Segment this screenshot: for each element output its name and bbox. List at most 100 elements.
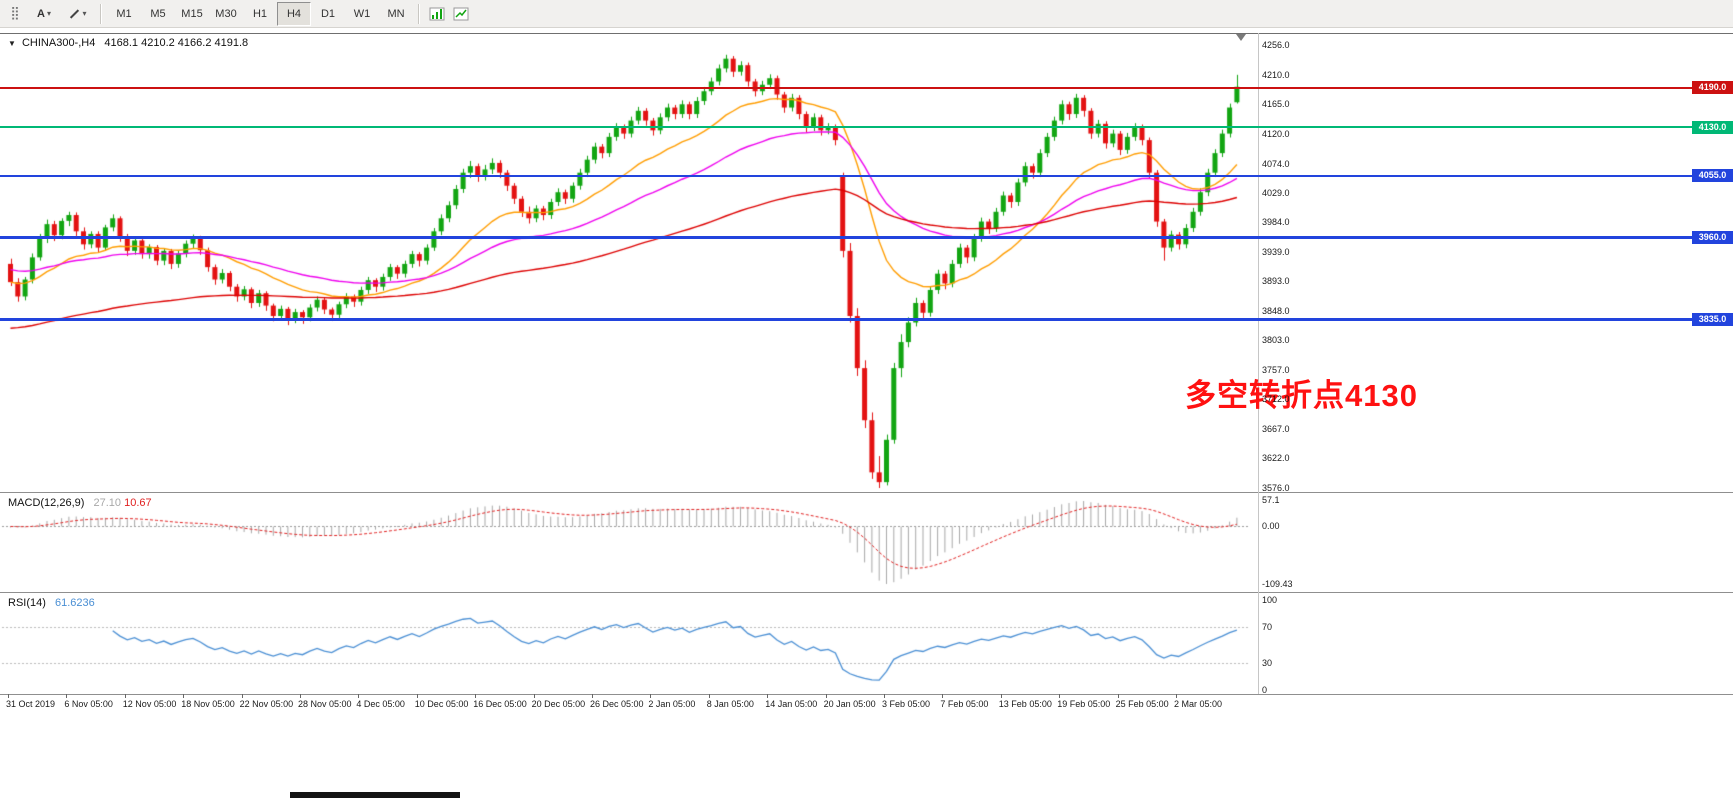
symbol-label: CHINA300-,H4 <box>21 37 96 49</box>
price-axis-tick: 4165.0 <box>1262 99 1290 110</box>
time-axis-tick <box>767 694 769 698</box>
time-axis-label: 22 Nov 05:00 <box>239 699 294 709</box>
toolbar: ⣿ A ▾ ▾ M1 M5 M15 M30 H1 H4 D1 W1 MN <box>0 0 1733 28</box>
timeframe-button-W1[interactable]: W1 <box>353 7 371 20</box>
price-axis-tick: 3803.0 <box>1262 335 1290 346</box>
mini-chart-icon-2[interactable] <box>449 3 473 25</box>
chevron-down-icon: ▾ <box>46 9 51 18</box>
time-axis-tick <box>300 694 301 698</box>
time-axis-label: 19 Feb 05:00 <box>1057 699 1111 709</box>
rsi-axis-tick: 30 <box>1262 658 1273 668</box>
time-axis-label: 8 Jan 05:00 <box>706 699 754 709</box>
price-axis-tick: 3667.0 <box>1262 423 1290 434</box>
macd-axis-max: 57.1 <box>1262 495 1280 505</box>
time-axis-tick <box>66 694 68 698</box>
text-tool-button[interactable]: A ▾ <box>27 2 61 26</box>
price-level-line-4130.0[interactable] <box>0 126 1692 129</box>
macd-canvas[interactable] <box>0 493 1258 592</box>
time-axis-label: 31 Oct 2019 <box>6 699 56 709</box>
price-axis-tick: 4210.0 <box>1262 69 1290 80</box>
rsi-canvas[interactable] <box>0 593 1258 694</box>
time-axis-label: 7 Feb 05:00 <box>940 699 989 709</box>
time-axis-tick <box>650 694 652 698</box>
time-axis-label: 16 Dec 05:00 <box>473 699 527 709</box>
time-axis-tick <box>183 694 185 698</box>
chevron-down-icon: ▾ <box>82 9 87 18</box>
green-arrow-icon <box>453 7 469 20</box>
price-level-tag: 3835.0 <box>1692 312 1733 326</box>
trendline-icon <box>70 8 80 19</box>
chart-symbol-header[interactable]: ▼ CHINA300-,H4 4168.1 4210.2 4166.2 4191… <box>8 37 248 49</box>
macd-panel-separator <box>0 492 1733 493</box>
time-axis-tick <box>533 694 535 698</box>
time-axis-label: 2 Jan 05:00 <box>648 699 696 709</box>
mini-chart-icon-1[interactable] <box>425 3 449 25</box>
time-axis-tick <box>708 694 710 698</box>
price-axis-border <box>1258 33 1259 694</box>
ohlc-values: 4168.1 4210.2 4166.2 4191.8 <box>104 37 249 49</box>
time-axis-label: 14 Jan 05:00 <box>765 699 818 709</box>
price-level-line-4055.0[interactable] <box>0 174 1692 177</box>
macd-signal-value: 10.67 <box>124 497 152 509</box>
time-axis-label: 25 Feb 05:00 <box>1115 699 1169 709</box>
price-axis-tick: 3984.0 <box>1262 217 1290 228</box>
chart-annotation[interactable]: 多空转折点4130 <box>1185 378 1418 413</box>
price-level-line-3835.0[interactable] <box>0 317 1692 321</box>
grid-icon-glyph: ⣿ <box>10 6 20 21</box>
rsi-axis-tick: 70 <box>1262 622 1273 632</box>
time-axis-tick <box>1000 694 1002 698</box>
price-axis-tick: 3712.0 <box>1262 394 1290 405</box>
time-axis-label: 20 Jan 05:00 <box>823 699 876 709</box>
rsi-axis-tick: 0 <box>1262 685 1268 695</box>
macd-axis-zero: 0.00 <box>1262 521 1280 532</box>
price-axis-tick: 4029.0 <box>1262 187 1290 198</box>
time-axis-tick <box>592 694 593 698</box>
macd-header: MACD(12,26,9) 27.10 10.67 <box>8 497 152 509</box>
price-axis-tick: 3848.0 <box>1262 305 1290 316</box>
time-axis-tick <box>1059 694 1061 698</box>
time-axis-label: 4 Dec 05:00 <box>356 699 405 709</box>
price-axis-tick: 4074.0 <box>1262 158 1290 169</box>
time-axis-label: 6 Nov 05:00 <box>64 699 113 709</box>
price-level-tag: 4055.0 <box>1692 169 1733 183</box>
timeframe-button-M5[interactable]: M5 <box>150 7 166 20</box>
timeframe-button-MN[interactable]: MN <box>387 7 405 20</box>
time-axis-label: 3 Feb 05:00 <box>882 699 931 709</box>
price-level-line-4190.0[interactable] <box>0 86 1692 89</box>
time-axis-tick <box>884 694 885 698</box>
price-level-tag: 4130.0 <box>1692 120 1733 134</box>
price-axis-tick: 3939.0 <box>1262 246 1290 257</box>
time-axis-tick <box>8 694 9 698</box>
time-axis-label: 12 Nov 05:00 <box>122 699 177 709</box>
time-axis-label: 2 Mar 05:00 <box>1174 699 1223 709</box>
price-axis-tick: 3576.0 <box>1262 483 1290 493</box>
main-chart-canvas[interactable] <box>0 33 1258 492</box>
symbol-dropdown-icon[interactable]: ▼ <box>8 39 16 48</box>
timeframe-button-M15[interactable]: M15 <box>181 7 203 20</box>
price-axis-tick: 3893.0 <box>1262 276 1290 287</box>
grid-icon[interactable]: ⣿ <box>3 3 27 25</box>
time-axis-label: 28 Nov 05:00 <box>298 699 352 709</box>
price-level-line-3960.0[interactable] <box>0 236 1692 240</box>
timeframe-button-D1[interactable]: D1 <box>320 7 336 20</box>
price-level-tag: 4190.0 <box>1692 81 1733 95</box>
time-axis-tick <box>825 694 827 698</box>
rsi-value: 61.6236 <box>54 597 95 609</box>
toolbar-separator <box>100 3 102 24</box>
draw-tool-button[interactable]: ▾ <box>61 2 95 26</box>
time-axis-label: 10 Dec 05:00 <box>414 699 469 709</box>
time-axis-tick <box>124 694 126 698</box>
timeframe-toolbar: M1 M5 M15 M30 H1 H4 D1 W1 MN <box>107 1 413 26</box>
timeframe-button-M30[interactable]: M30 <box>215 7 237 20</box>
macd-label: MACD(12,26,9) <box>8 497 85 509</box>
price-axis-tick: 4256.0 <box>1262 40 1290 50</box>
text-tool-label: A <box>37 7 45 20</box>
price-level-tag: 3960.0 <box>1692 231 1733 245</box>
timeframe-button-M1[interactable]: M1 <box>116 7 132 20</box>
time-axis-tick <box>241 694 243 698</box>
toolbar-separator <box>418 3 420 24</box>
rsi-label: RSI(14) <box>8 597 46 609</box>
timeframe-button-H1[interactable]: H1 <box>252 7 268 20</box>
time-axis-label: 26 Dec 05:00 <box>590 699 644 709</box>
timeframe-button-H4[interactable]: H4 <box>277 1 311 26</box>
